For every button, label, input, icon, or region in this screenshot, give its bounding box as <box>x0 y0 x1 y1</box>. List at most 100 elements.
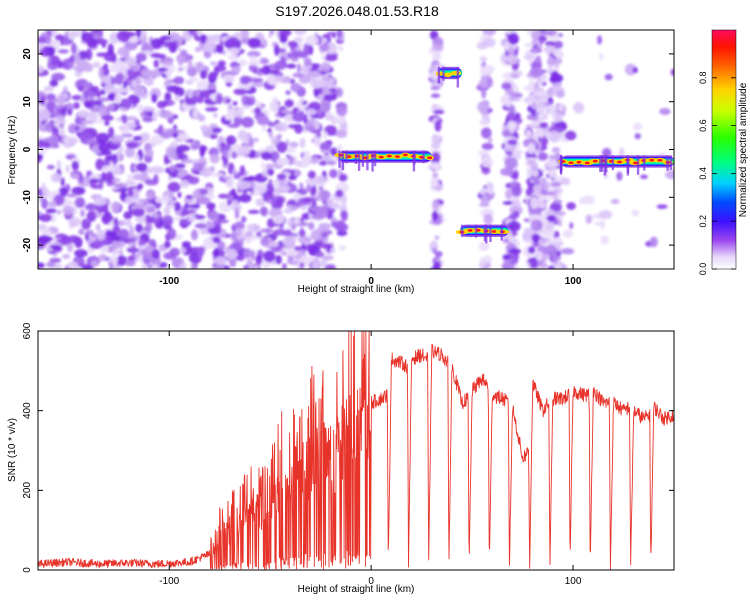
spectrogram-noise-cell <box>558 126 564 131</box>
spectrogram-ridge-peak <box>402 153 408 157</box>
spectrogram-noise-cell <box>336 30 343 39</box>
spectrogram-noise-cell <box>98 142 111 153</box>
spectrogram-noise-cell <box>283 247 291 254</box>
spectrogram-noise-cell <box>301 155 311 168</box>
spectrogram-noise-cell <box>432 247 437 254</box>
spectrogram-x-tick-label: 0 <box>368 276 374 287</box>
spectrogram-noise-cell <box>119 124 131 135</box>
spectrogram-noise-cell <box>133 154 140 161</box>
spectrogram-noise-cell <box>65 164 70 173</box>
spectrogram-noise-cell <box>51 126 59 137</box>
spectrogram-noise-cell <box>302 197 314 203</box>
spectrogram-noise-cell <box>127 187 134 199</box>
spectrogram-noise-cell <box>250 78 264 83</box>
spectrogram-ridge-drip <box>669 155 673 170</box>
spectrogram-noise-cell <box>550 181 562 187</box>
spectrogram-noise-cell <box>333 117 346 125</box>
spectrogram-noise-cell <box>191 109 199 118</box>
spectrogram-noise-cell <box>98 67 104 80</box>
spectrogram-noise-cell <box>538 201 546 209</box>
spectrogram-noise-cell <box>45 208 57 214</box>
spectrogram-noise-cell <box>89 178 101 183</box>
spectrogram-noise-cell <box>62 254 71 259</box>
spectrogram-noise-cell <box>124 146 135 158</box>
spectrogram-noise-cell <box>325 42 338 55</box>
spectrogram-noise-cell <box>138 198 148 204</box>
spectrogram-noise-cell <box>293 170 300 177</box>
spectrogram-noise-cell <box>105 171 114 183</box>
spectrogram-noise-cell <box>529 121 540 127</box>
spectrogram-noise-cell <box>292 217 301 225</box>
spectrogram-noise-cell <box>85 48 93 61</box>
spectrogram-noise-cell <box>291 112 306 123</box>
spectrogram-noise-cell <box>234 208 240 220</box>
spectrogram-noise-cell <box>68 217 82 227</box>
spectrogram-noise-cell <box>212 236 221 244</box>
spectrogram-noise-cell <box>83 100 92 108</box>
colorbar: 0.0 0.2 0.4 0.6 0.8 Normalized spectral ampl… <box>698 29 749 275</box>
spectrogram-noise-cell <box>93 196 107 206</box>
spectrogram-noise-cell <box>38 262 45 269</box>
spectrogram-noise-cell <box>504 157 518 170</box>
spectrogram-noise-cell <box>127 255 136 261</box>
spectrogram-noise-cell <box>180 153 185 161</box>
spectrogram-noise-cell <box>59 187 68 197</box>
spectrogram-noise-cell <box>96 229 106 241</box>
spectrogram-noise-cell <box>38 154 44 160</box>
spectrogram-noise-cell <box>273 75 285 82</box>
spectrogram-noise-cell <box>142 116 154 123</box>
spectrogram-noise-cell <box>94 38 108 45</box>
spectrogram-noise-cell <box>507 139 518 146</box>
spectrogram-noise-cell <box>202 124 209 131</box>
spectrogram-noise-cell <box>123 57 138 66</box>
spectrogram-noise-cell <box>43 45 48 57</box>
spectrogram-noise-cell <box>548 168 558 179</box>
spectrogram-noise-cell <box>296 63 301 73</box>
spectrogram-ridge-peak <box>378 155 384 159</box>
spectrogram-noise-cell <box>313 86 319 97</box>
spectrogram-noise-cell <box>276 197 284 209</box>
spectrogram-noise-cell <box>526 166 533 178</box>
spectrogram-noise-cell <box>501 82 512 90</box>
spectrogram-noise-cell <box>167 181 181 193</box>
spectrogram-noise-cell <box>323 93 338 101</box>
spectrogram-noise-cell <box>552 253 558 265</box>
snr-series-line <box>38 331 674 570</box>
spectrogram-noise-cell <box>128 36 139 43</box>
spectrogram-noise-cell <box>255 231 262 238</box>
spectrogram-noise-cell <box>38 139 45 149</box>
spectrogram-noise-cell <box>188 77 199 82</box>
spectrogram-noise-cell <box>298 188 308 196</box>
spectrogram-noise-cell <box>507 110 516 121</box>
spectrogram-noise-cell <box>206 202 216 210</box>
spectrogram-noise-cell <box>477 149 490 156</box>
spectrogram-noise-cell <box>63 142 72 149</box>
spectrogram-noise-cell <box>66 193 78 198</box>
spectrogram-noise-cell <box>207 193 215 200</box>
spectrogram-noise-cell <box>187 59 193 70</box>
spectrogram-noise-cell <box>213 224 222 235</box>
spectrogram-noise-cell <box>280 109 292 114</box>
spectrogram-noise-cell <box>91 30 101 35</box>
snr-x-tick-label: 100 <box>565 576 582 587</box>
spectrogram-noise-cell <box>481 155 493 168</box>
spectrogram-noise-cell <box>181 241 191 247</box>
spectrogram-noise-cell <box>164 240 171 249</box>
spectrogram-noise-cell <box>135 223 143 233</box>
spectrogram-y-axis-label: Frequency (Hz) <box>7 116 18 185</box>
spectrogram-noise-cell <box>68 137 79 145</box>
spectrogram-noise-cell <box>227 36 240 48</box>
spectrogram-noise-cell <box>564 130 577 141</box>
spectrogram-noise-cell <box>523 239 535 244</box>
spectrogram-noise-cell <box>267 122 276 127</box>
spectrogram-noise-cell <box>329 202 340 210</box>
spectrogram-noise-cell <box>194 46 201 53</box>
spectrogram-noise-cell <box>136 59 141 65</box>
spectrogram-noise-cell <box>191 166 204 172</box>
spectrogram-ridge-drip <box>500 224 503 241</box>
spectrogram-noise-cell <box>86 203 95 209</box>
spectrogram-noise-cell <box>599 52 604 61</box>
spectrogram-noise-cell <box>552 199 563 204</box>
spectrogram-noise-cell <box>104 83 116 94</box>
spectrogram-noise-cell <box>126 173 135 182</box>
